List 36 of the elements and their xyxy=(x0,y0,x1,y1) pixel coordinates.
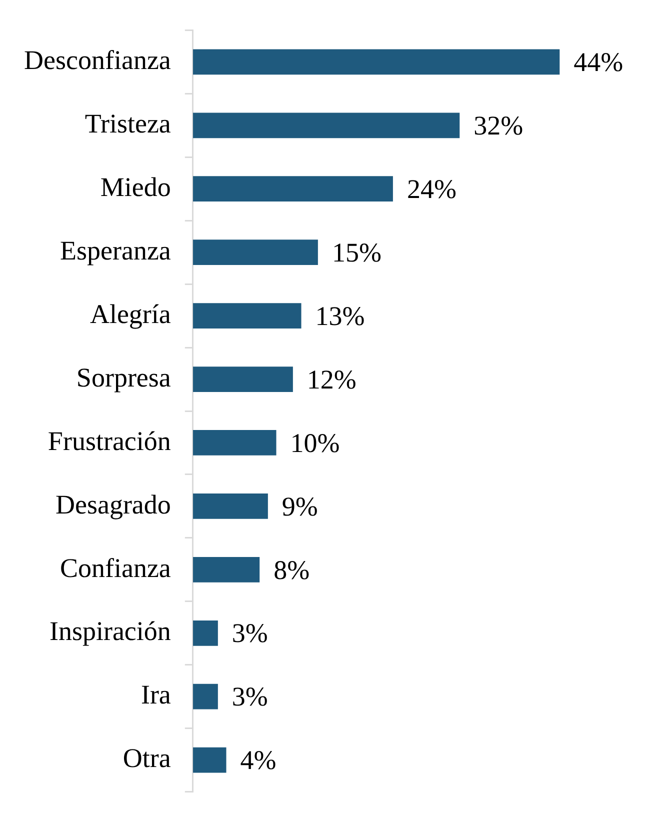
data-label: 24% xyxy=(406,174,456,204)
y-tick-label: Confianza xyxy=(60,552,171,583)
data-label: 3% xyxy=(232,618,268,648)
y-tick-label: Frustración xyxy=(48,426,172,456)
data-label: 4% xyxy=(240,745,276,776)
y-tick-label: Desagrado xyxy=(55,489,171,520)
data-label: 9% xyxy=(282,491,318,522)
bar xyxy=(192,303,302,328)
data-label: 10% xyxy=(290,428,340,458)
data-label: 3% xyxy=(232,682,268,712)
y-tick-label: Alegría xyxy=(90,298,171,329)
data-label: 13% xyxy=(315,300,365,331)
bar xyxy=(192,620,218,646)
data-label: 12% xyxy=(306,364,356,394)
bar xyxy=(192,556,260,582)
bar xyxy=(192,684,218,710)
bar xyxy=(192,240,318,266)
bar xyxy=(192,494,268,519)
bar xyxy=(192,112,460,138)
data-label: 15% xyxy=(332,237,382,268)
bar xyxy=(192,176,393,202)
y-tick-label: Inspiración xyxy=(49,616,172,646)
y-tick-label: Desconfianza xyxy=(24,45,171,76)
y-tick-label: Miedo xyxy=(100,172,171,202)
y-tick-label: Tristeza xyxy=(84,108,171,138)
bar xyxy=(192,747,226,773)
data-label: 32% xyxy=(474,110,524,140)
bar xyxy=(192,366,293,392)
y-tick-label: Ira xyxy=(140,680,171,710)
bar xyxy=(192,49,560,75)
data-label: 8% xyxy=(274,554,310,585)
y-tick-label: Esperanza xyxy=(60,235,171,266)
y-tick-label: Otra xyxy=(122,743,171,774)
data-label: 44% xyxy=(574,47,624,78)
bar xyxy=(192,430,276,456)
y-tick-label: Sorpresa xyxy=(76,362,171,392)
